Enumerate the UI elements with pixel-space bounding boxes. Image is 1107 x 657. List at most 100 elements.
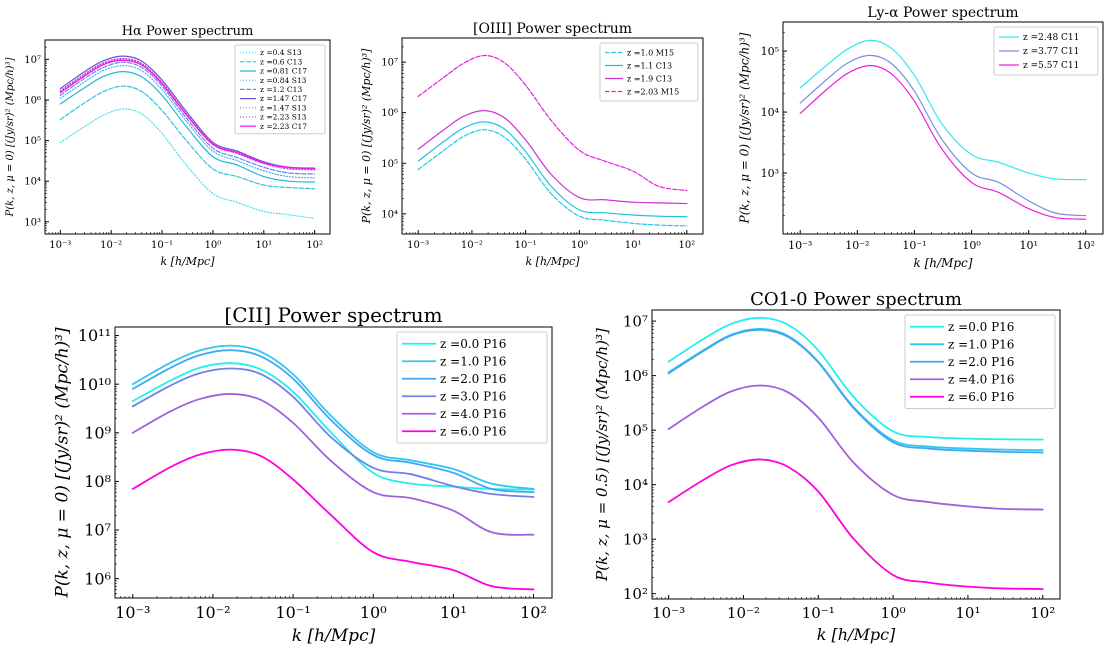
y-tick-label: 10³ — [24, 217, 41, 228]
x-tick-label: 10¹ — [1019, 239, 1037, 252]
legend-label: z =1.47 S13 — [260, 103, 307, 112]
y-tick-label: 10³ — [623, 530, 648, 548]
series-line-8 — [59, 57, 316, 170]
series-line-4 — [417, 54, 688, 192]
legend-label: z =1.2 C13 — [260, 85, 302, 94]
chart-title: [CII] Power spectrum — [224, 303, 442, 327]
chart-title: Ly-α Power spectrum — [867, 5, 1018, 21]
legend-label: z =1.0 M15 — [627, 48, 674, 57]
y-tick-label: 10⁷ — [381, 58, 398, 69]
y-tick-label: 10⁶ — [381, 108, 398, 119]
x-tick-label: 10⁰ — [881, 604, 906, 622]
legend-label: z =1.47 C17 — [260, 94, 307, 103]
legend: z =0.0 P16 z =1.0 P16 z =2.0 P16 z =3.0 P16… — [396, 331, 548, 444]
x-tick-label: 10⁻² — [461, 240, 483, 251]
x-tick-label: 10¹ — [625, 240, 642, 251]
series-line-3 — [131, 349, 535, 494]
y-tick-label: 10³ — [761, 167, 779, 180]
legend-label: z =6.0 P16 — [948, 390, 1014, 404]
x-tick-label: 10⁻² — [195, 603, 230, 622]
legend: z =0.0 P16 z =1.0 P16 z =2.0 P16 z =4.0 P16… — [904, 314, 1056, 409]
chart-panel-4: 10⁻³ 10⁻² 10⁻¹ 10⁰ 10¹ 10² 10⁶ 10⁷ 10⁸ 10⁹ 10¹⁰ 10¹… — [52, 303, 553, 646]
x-tick-label: 10⁻³ — [115, 603, 150, 622]
x-tick-label: 10⁻² — [845, 239, 869, 252]
series-line-2 — [417, 121, 688, 218]
y-tick-label: 10⁷ — [24, 55, 41, 66]
y-tick-label: 10⁸ — [84, 472, 111, 491]
series-line-4 — [59, 65, 316, 179]
y-tick-label: 10⁷ — [84, 521, 111, 540]
legend-box — [396, 331, 548, 444]
series-line-1 — [417, 129, 688, 227]
series-line-4 — [131, 367, 535, 498]
legend-label: z =2.03 M15 — [627, 87, 679, 96]
x-tick-label: 10⁻³ — [49, 240, 71, 251]
series-line-3 — [417, 110, 688, 205]
y-axis-label: P(k, z, μ = 0) [(Jy/sr)² (Mpc/h)³] — [5, 57, 16, 217]
legend: z =2.48 C11 z =3.77 C11 z =5.57 C11 — [993, 26, 1099, 76]
series-line-6 — [131, 448, 535, 591]
legend-label: z =0.84 S13 — [260, 76, 307, 85]
plot-frame — [651, 309, 1061, 600]
y-tick-label: 10⁴ — [24, 177, 41, 188]
chart-panel-3: 10⁻³ 10⁻² 10⁻¹ 10⁰ 10¹ 10² 10³ 10⁴ 10⁵ Ly-α Power… — [737, 5, 1104, 270]
y-tick-label: 10⁶ — [84, 569, 111, 588]
plot-frame — [401, 37, 704, 235]
chart-panel-2: 10⁻³ 10⁻² 10⁻¹ 10⁰ 10¹ 10² 10⁴ 10⁵ 10⁶ 10⁷ [OIII] … — [360, 21, 704, 268]
series-line-6 — [59, 55, 316, 170]
legend: z =1.0 M15 z =1.1 C13 z =1.9 C13 z =2.03 M1… — [599, 42, 699, 102]
legend-label: z =0.6 C13 — [260, 57, 302, 66]
x-axis-label: k [h/Mpc] — [817, 625, 896, 644]
x-tick-label: 10⁻² — [100, 240, 122, 251]
x-axis-label: k [h/Mpc] — [292, 626, 376, 646]
y-tick-label: 10⁴ — [761, 106, 780, 119]
y-tick-label: 10² — [623, 585, 648, 603]
series-line-1 — [799, 39, 1087, 181]
series-line-2 — [131, 344, 535, 490]
y-tick-label: 10⁶ — [623, 367, 648, 385]
y-tick-label: 10¹⁰ — [78, 375, 111, 394]
x-tick-label: 10⁻¹ — [151, 240, 173, 251]
legend-label: z =1.0 P16 — [440, 354, 506, 368]
legend-box — [993, 26, 1099, 76]
x-tick-label: 10¹ — [440, 603, 467, 622]
legend-label: z =1.0 P16 — [948, 337, 1014, 351]
legend-box — [234, 44, 326, 135]
x-tick-label: 10⁻³ — [407, 240, 429, 251]
legend-label: z =2.0 P16 — [440, 372, 506, 386]
x-tick-label: 10¹ — [255, 240, 272, 251]
legend-label: z =2.48 C11 — [1023, 33, 1079, 43]
y-tick-label: 10⁴ — [381, 209, 398, 220]
y-tick-label: 10⁴ — [623, 476, 648, 494]
legend-label: z =0.0 P16 — [948, 320, 1014, 334]
series-line-2 — [59, 85, 316, 190]
legend-label: z =0.4 S13 — [260, 48, 302, 57]
chart-panel-1: 10⁻³ 10⁻² 10⁻¹ 10⁰ 10¹ 10² 10³ 10⁴ 10⁵ 10⁶ 10⁷ Hα P… — [5, 24, 331, 268]
x-tick-label: 10⁻¹ — [902, 239, 926, 252]
legend-label: z =1.9 C13 — [627, 74, 672, 83]
series-line-5 — [131, 393, 535, 536]
y-tick-label: 10⁵ — [761, 45, 779, 58]
y-axis-label: P(k, z, μ = 0) [(Jy/sr)² (Mpc/h)³] — [52, 327, 72, 599]
series-line-1 — [667, 316, 1044, 441]
plot-frame — [782, 21, 1104, 235]
series-line-5 — [59, 61, 316, 175]
x-tick-label: 10⁰ — [360, 603, 387, 622]
x-tick-label: 10² — [1077, 239, 1095, 252]
legend-label: z =0.81 C17 — [260, 67, 307, 76]
legend-label: z =5.57 C11 — [1023, 61, 1079, 71]
chart-title: CO1-0 Power spectrum — [750, 289, 962, 310]
x-tick-label: 10² — [306, 240, 323, 251]
legend-label: z =6.0 P16 — [440, 424, 506, 438]
y-axis-label: P(k, z, μ = 0) [(Jy/sr)² (Mpc/h)³] — [360, 48, 373, 225]
legend-label: z =2.23 C17 — [260, 122, 307, 131]
y-tick-label: 10⁵ — [24, 136, 41, 147]
series-line-3 — [799, 64, 1087, 220]
legend-box — [904, 314, 1056, 409]
x-tick-label: 10⁰ — [571, 240, 588, 251]
chart-panel-5: 10⁻³ 10⁻² 10⁻¹ 10⁰ 10¹ 10² 10² 10³ 10⁴ 10⁵ 10⁶ 10⁷ C… — [593, 289, 1061, 644]
legend-label: z =0.0 P16 — [440, 337, 506, 351]
series-line-3 — [59, 70, 316, 183]
plot-frame — [114, 326, 553, 599]
